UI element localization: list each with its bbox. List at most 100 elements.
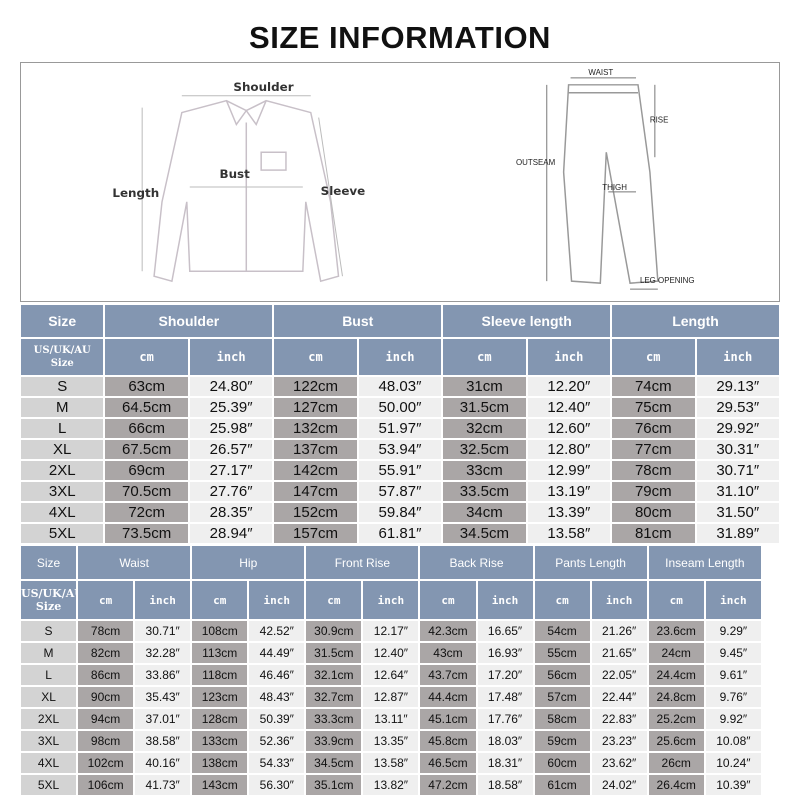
inch-cell: 12.60″ (527, 419, 611, 438)
cm-cell: 33.3cm (306, 709, 362, 729)
cm-cell: 82cm (78, 643, 134, 663)
outseam-label: OUTSEAM (516, 158, 555, 167)
cm-cell: 64.5cm (105, 398, 188, 417)
inch-cell: 13.39″ (527, 503, 611, 522)
unit-cm: cm (78, 581, 134, 619)
cm-cell: 47.2cm (420, 775, 476, 795)
size-cell: M (21, 643, 77, 663)
inch-cell: 32.28″ (135, 643, 191, 663)
inch-cell: 13.82″ (363, 775, 419, 795)
cm-cell: 33.9cm (306, 731, 362, 751)
cm-cell: 73.5cm (105, 524, 188, 543)
inch-cell: 24.02″ (591, 775, 647, 795)
cm-cell: 54cm (534, 621, 590, 641)
length-label: Length (112, 186, 159, 200)
column-header: Shoulder (105, 305, 273, 337)
unit-inch: inch (696, 339, 779, 375)
cm-cell: 106cm (78, 775, 134, 795)
table-row: 2XL 69cm 27.17″ 142cm 55.91″ 33cm 12.99″ 78cm 30… (21, 461, 779, 480)
cm-cell: 143cm (192, 775, 248, 795)
cm-cell: 25.6cm (648, 731, 704, 751)
waist-label: WAIST (588, 68, 613, 77)
inch-cell: 12.80″ (527, 440, 611, 459)
pants-illustration (562, 84, 659, 284)
inch-cell: 21.26″ (591, 621, 647, 641)
size-cell: XL (21, 687, 77, 707)
inch-cell: 29.92″ (696, 419, 779, 438)
unit-inch: inch (358, 339, 442, 375)
inch-cell: 50.39″ (249, 709, 305, 729)
cm-cell: 25.2cm (648, 709, 704, 729)
cm-cell: 26cm (648, 753, 704, 773)
page-title: SIZE INFORMATION (249, 20, 551, 55)
cm-cell: 137cm (274, 440, 357, 459)
inch-cell: 48.03″ (358, 377, 442, 396)
cm-cell: 142cm (274, 461, 357, 480)
inch-cell: 26.57″ (189, 440, 273, 459)
inch-cell: 13.19″ (527, 482, 611, 501)
inch-cell: 27.76″ (189, 482, 273, 501)
cm-cell: 34.5cm (306, 753, 362, 773)
inch-cell: 13.35″ (363, 731, 419, 751)
leg-opening-label: LEG OPENING (640, 276, 695, 285)
unit-cm: cm (648, 581, 704, 619)
table-row: M 64.5cm 25.39″ 127cm 50.00″ 31.5cm 12.40″ 75cm… (21, 398, 779, 417)
inch-cell: 21.65″ (591, 643, 647, 663)
inch-cell: 35.43″ (135, 687, 191, 707)
rise-label: RISE (650, 116, 669, 125)
inch-cell: 9.29″ (705, 621, 761, 641)
inch-cell: 18.31″ (477, 753, 533, 773)
cm-cell: 60cm (534, 753, 590, 773)
cm-cell: 57cm (534, 687, 590, 707)
cm-cell: 66cm (105, 419, 188, 438)
inch-cell: 17.48″ (477, 687, 533, 707)
cm-cell: 70.5cm (105, 482, 188, 501)
column-header: Inseam Length (648, 546, 761, 579)
size-cell: L (21, 665, 77, 685)
inch-cell: 31.89″ (696, 524, 779, 543)
inch-cell: 41.73″ (135, 775, 191, 795)
table-row: 4XL 102cm 40.16″ 138cm 54.33″ 34.5cm 13.58″ 46.… (21, 753, 761, 773)
top-size-table: Size Shoulder Bust Sleeve length Length US/UK… (19, 303, 781, 545)
thigh-label: THIGH (602, 183, 627, 192)
unit-cm: cm (192, 581, 248, 619)
inch-cell: 17.20″ (477, 665, 533, 685)
header-row: Size Waist Hip Front Rise Back Rise Pants Len… (21, 546, 761, 579)
inch-cell: 10.08″ (705, 731, 761, 751)
header-row: Size Shoulder Bust Sleeve length Length (21, 305, 779, 337)
sleeve-label: Sleeve (321, 184, 366, 198)
size-cell: 5XL (21, 524, 104, 543)
size-cell: XL (21, 440, 104, 459)
unit-cm: cm (443, 339, 526, 375)
inch-cell: 31.50″ (696, 503, 779, 522)
cm-cell: 33.5cm (443, 482, 526, 501)
inch-cell: 9.76″ (705, 687, 761, 707)
unit-cm: cm (534, 581, 590, 619)
table-row: L 66cm 25.98″ 132cm 51.97″ 32cm 12.60″ 76cm 29.9… (21, 419, 779, 438)
size-cell: 4XL (21, 753, 77, 773)
size-cell: 2XL (21, 461, 104, 480)
cm-cell: 35.1cm (306, 775, 362, 795)
size-cell: 4XL (21, 503, 104, 522)
measurement-diagram: Shoulder Bust Length Sleeve WAIST RISE O… (20, 62, 780, 302)
inch-cell: 10.39″ (705, 775, 761, 795)
cm-cell: 58cm (534, 709, 590, 729)
inch-cell: 50.00″ (358, 398, 442, 417)
inch-cell: 22.05″ (591, 665, 647, 685)
cm-cell: 30.9cm (306, 621, 362, 641)
inch-cell: 61.81″ (358, 524, 442, 543)
inch-cell: 54.33″ (249, 753, 305, 773)
unit-cm: cm (274, 339, 357, 375)
cm-cell: 24.8cm (648, 687, 704, 707)
table-row: 4XL 72cm 28.35″ 152cm 59.84″ 34cm 13.39″ 80cm 31… (21, 503, 779, 522)
inch-cell: 52.36″ (249, 731, 305, 751)
cm-cell: 138cm (192, 753, 248, 773)
cm-cell: 44.4cm (420, 687, 476, 707)
inch-cell: 13.58″ (363, 753, 419, 773)
size-subheader-line: US/UK/AU (33, 345, 91, 356)
inch-cell: 57.87″ (358, 482, 442, 501)
bottom-size-table: Size Waist Hip Front Rise Back Rise Pants Len… (19, 544, 763, 797)
table-row: XL 90cm 35.43″ 123cm 48.43″ 32.7cm 12.87″ 44.4c… (21, 687, 761, 707)
inch-cell: 42.52″ (249, 621, 305, 641)
